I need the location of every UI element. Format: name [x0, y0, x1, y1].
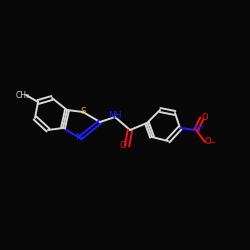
Text: N: N [74, 134, 82, 142]
Text: NH: NH [108, 110, 122, 120]
Text: N: N [194, 126, 200, 134]
Text: −: − [208, 138, 216, 147]
Text: S: S [80, 108, 86, 116]
Text: +: + [198, 124, 204, 130]
Text: O: O [205, 138, 211, 146]
Text: O: O [120, 142, 126, 150]
Text: O: O [202, 114, 208, 122]
Text: CH₃: CH₃ [16, 90, 30, 100]
